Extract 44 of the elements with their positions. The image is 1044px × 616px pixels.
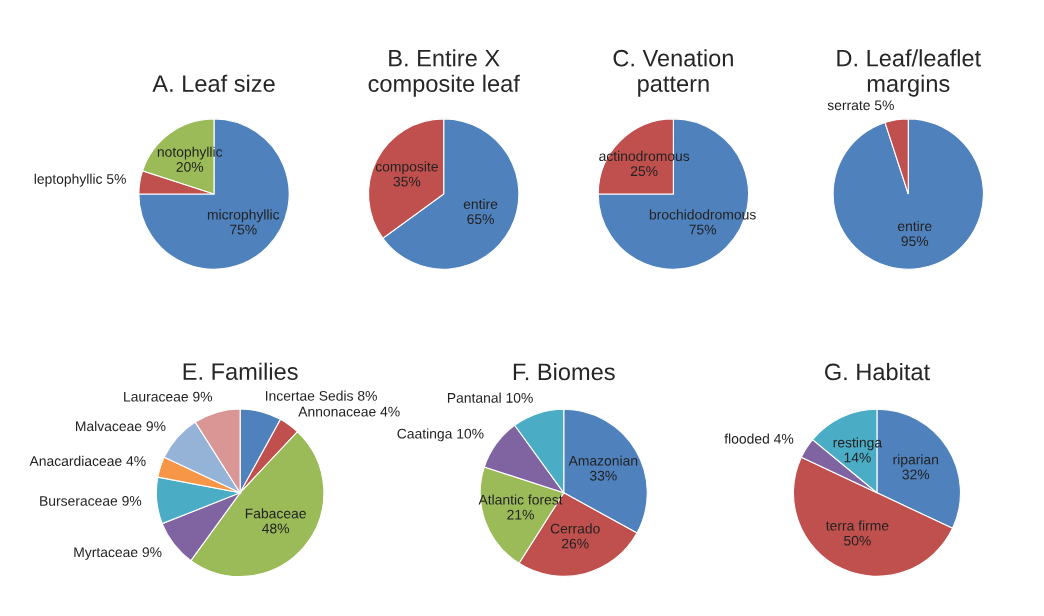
chart-title: B. Entire X composite leaf — [368, 49, 520, 97]
slice-label: riparian — [893, 454, 939, 468]
slice-label: entire — [897, 220, 932, 232]
slice-label: Caatinga 10% — [397, 428, 484, 442]
slice-label: Burseraceae 9% — [40, 496, 142, 506]
slice-label: entire — [463, 198, 498, 210]
data-label: 75% — [230, 224, 257, 235]
data-label: 65% — [467, 214, 494, 225]
slice-label: Fabaceae — [245, 508, 306, 519]
data-label: 95% — [901, 236, 929, 247]
slice-label: microphyllic — [207, 209, 280, 223]
data-label: 50% — [844, 535, 871, 546]
data-label: 14% — [844, 452, 871, 463]
data-label: 48% — [262, 523, 290, 534]
chart-title: E. Families — [183, 362, 298, 380]
slice-label: Lauraceae 9% — [124, 391, 213, 402]
data-label: 26% — [561, 538, 589, 549]
pie-slice — [832, 118, 984, 270]
slice-label: terra firme — [825, 520, 889, 531]
slice-label: flooded 4% — [724, 433, 794, 444]
slice-label: Pantanal 10% — [447, 392, 533, 403]
data-label: 35% — [393, 176, 421, 187]
slice-label: composite — [375, 161, 438, 175]
chart-title: A. Leaf size — [152, 74, 275, 92]
chart-title: F. Biomes — [513, 362, 615, 381]
slice-label: Anacardiaceae 4% — [29, 455, 146, 466]
chart-title: C. Venation pattern — [613, 49, 733, 97]
slice-label: Amazonian — [568, 455, 638, 466]
pie-slice — [138, 118, 290, 270]
data-label: 32% — [902, 469, 930, 480]
data-label: 25% — [630, 166, 658, 177]
slice-label: Annonaceae 4% — [298, 406, 400, 417]
slice-label: Myrtaceae 9% — [74, 547, 162, 560]
chart-title: D. Leaf/leaflet margins — [837, 49, 981, 97]
chart-title: G. Habitat — [825, 362, 930, 381]
slice-label: Malvaceae 9% — [76, 420, 166, 432]
data-label: 33% — [589, 470, 617, 481]
data-label: 20% — [176, 161, 204, 172]
slice-label: serrate 5% — [827, 100, 894, 111]
slice-label: Incertae Sedis 8% — [265, 390, 377, 401]
data-label: 75% — [689, 224, 717, 235]
data-label: 21% — [507, 509, 534, 520]
slice-label: leptophyllic 5% — [34, 173, 126, 187]
slice-label: Cerrado — [550, 523, 600, 534]
